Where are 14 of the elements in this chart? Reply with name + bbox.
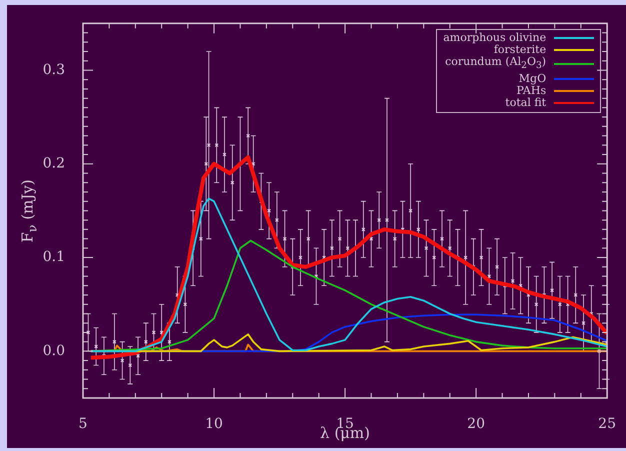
legend-label: total fit: [505, 96, 546, 109]
y-tick-label: 0.1: [42, 249, 65, 266]
legend-label: amorphous olivine: [443, 31, 546, 44]
legend-label: corundum (Al$_{2}$O$_{3}$): [445, 55, 546, 73]
x-tick-label: 20: [467, 416, 485, 432]
y-tick-label: 0.3: [42, 62, 65, 78]
y-tick-label: 0.2: [42, 156, 65, 172]
legend-label: PAHs: [516, 84, 546, 97]
y-tick-label: 0.0: [42, 342, 65, 359]
x-tick-label: 5: [78, 416, 88, 432]
x-tick-label: 10: [205, 416, 223, 432]
legend-label: MgO: [518, 72, 546, 85]
legend-label: forsterite: [494, 43, 546, 56]
x-tick-label: 25: [598, 416, 616, 432]
